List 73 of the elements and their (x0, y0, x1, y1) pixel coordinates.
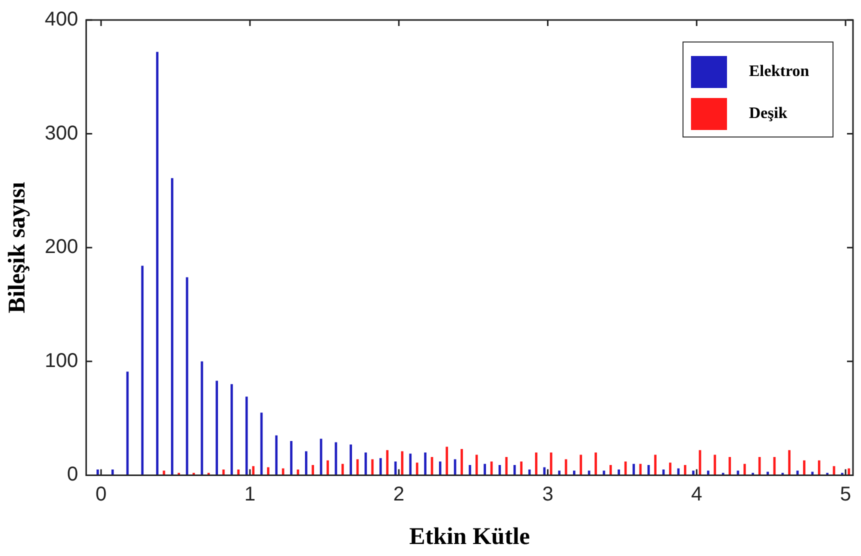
bar (618, 470, 620, 476)
x-tick-label: 0 (95, 484, 107, 506)
bar (409, 454, 412, 476)
bar (573, 470, 576, 476)
bar (216, 380, 218, 476)
bar (111, 470, 114, 476)
bar (304, 451, 308, 476)
bar (550, 452, 552, 476)
bar (692, 470, 694, 476)
y-tick-label: 300 (44, 122, 78, 144)
bar (156, 52, 158, 476)
bar (96, 470, 99, 476)
bar (379, 458, 382, 476)
bar (245, 396, 248, 476)
x-axis-title: Etkin Kütle (409, 524, 530, 550)
bar (632, 464, 635, 476)
bar (609, 464, 612, 476)
x-tick-label: 3 (542, 484, 554, 506)
bar (341, 464, 344, 476)
bar (275, 435, 278, 476)
bar (267, 467, 270, 476)
y-tick-label: 400 (44, 8, 78, 31)
bar (446, 446, 448, 476)
bar (535, 452, 538, 476)
bar (386, 450, 388, 476)
bar (290, 441, 292, 476)
y-tick-label: 100 (44, 350, 78, 372)
y-tick-label: 0 (67, 464, 78, 486)
bar (788, 450, 791, 476)
bar (326, 460, 329, 476)
bar (669, 462, 672, 476)
bar (230, 384, 233, 476)
bar (350, 444, 352, 476)
bar (513, 464, 516, 476)
legend-label: Elektron (749, 63, 810, 80)
bar (520, 462, 522, 476)
bar (498, 464, 501, 476)
bar (594, 452, 597, 476)
bar (170, 178, 174, 476)
x-tick-label: 2 (393, 484, 404, 506)
x-tick-label: 4 (691, 484, 702, 506)
bar (580, 454, 582, 476)
bar (744, 464, 746, 476)
bar (312, 464, 314, 476)
bar (647, 464, 650, 476)
bar (475, 454, 478, 476)
legend-label: Deşik (749, 105, 788, 122)
bar (803, 460, 806, 476)
bar (424, 452, 426, 476)
bar (707, 470, 710, 476)
bar (364, 452, 367, 476)
x-tick-label: 5 (840, 484, 852, 506)
bar (416, 462, 418, 476)
y-axis-title: Bileşik sayısı (4, 182, 31, 314)
bar (654, 454, 657, 476)
y-tick-label: 200 (44, 236, 78, 258)
bar (728, 456, 731, 476)
bar (282, 468, 284, 476)
bar (848, 468, 850, 476)
bar (252, 466, 254, 476)
bar (460, 449, 463, 476)
bar (141, 266, 144, 476)
bar (484, 464, 486, 476)
bar (439, 462, 442, 476)
bar (401, 451, 404, 476)
bar (558, 470, 560, 476)
bar (237, 470, 240, 476)
bar (677, 468, 680, 476)
bar (818, 460, 820, 476)
bar (684, 464, 686, 476)
x-tick-label: 1 (244, 484, 256, 506)
bar (714, 454, 716, 476)
bar (543, 467, 546, 476)
